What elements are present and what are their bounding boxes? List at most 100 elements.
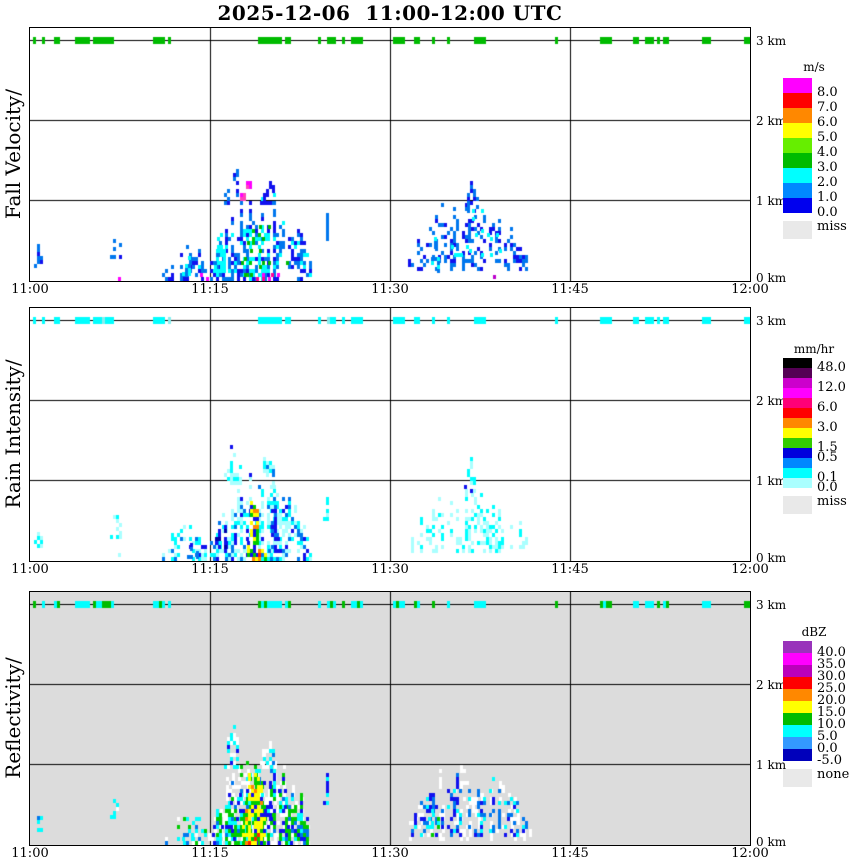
rain-intensity-legend-band	[783, 438, 812, 448]
time-tick-label: 11:15	[191, 846, 229, 861]
fall-velocity-heatmap	[30, 28, 750, 281]
height-tick-label: 2 km	[756, 678, 787, 692]
reflectivity-legend-band	[783, 749, 812, 761]
time-tick-label: 11:45	[551, 282, 589, 297]
reflectivity-legend-band	[783, 677, 812, 689]
fall-velocity-legend-value: 6.0	[817, 115, 838, 130]
reflectivity-legend-band	[783, 725, 812, 737]
fall-velocity-legend-value: 0.0	[817, 205, 838, 220]
rain-intensity-axis-label: Rain Intensity/	[1, 359, 25, 509]
height-tick-label: 0 km	[756, 835, 787, 849]
reflectivity-legend-value: 25.0	[817, 681, 846, 696]
reflectivity-legend-missing-label: none	[817, 767, 850, 782]
height-tick-label: 3 km	[756, 34, 787, 48]
rain-intensity-legend-value: 0.0	[817, 480, 838, 495]
rain-intensity-legend-value: 3.0	[817, 420, 838, 435]
time-tick-label: 11:45	[551, 562, 589, 577]
height-tick-label: 2 km	[756, 114, 787, 128]
time-tick-label: 12:00	[731, 846, 769, 861]
rain-intensity-legend-band	[783, 368, 812, 378]
fall-velocity-legend-value: 2.0	[817, 175, 838, 190]
rain-intensity-legend-band	[783, 358, 812, 368]
rain-intensity-legend-unit: mm/hr	[793, 342, 835, 356]
reflectivity-axis-label: Reflectivity/	[1, 657, 25, 779]
rain-intensity-legend-band	[783, 388, 812, 398]
rain-intensity-legend-value: 1.5	[817, 440, 838, 455]
reflectivity-panel	[29, 591, 751, 846]
reflectivity-legend-band	[783, 737, 812, 749]
fall-velocity-legend-band	[783, 153, 812, 168]
rain-intensity-legend-band	[783, 478, 812, 488]
reflectivity-legend-value: 30.0	[817, 669, 846, 684]
rain-intensity-legend-band	[783, 418, 812, 428]
rain-intensity-legend-band	[783, 428, 812, 438]
reflectivity-heatmap	[30, 592, 750, 845]
reflectivity-legend-value: 35.0	[817, 657, 846, 672]
reflectivity-legend-band	[783, 641, 812, 653]
rain-intensity-legend-band	[783, 398, 812, 408]
fall-velocity-panel	[29, 27, 751, 282]
reflectivity-legend-value: 5.0	[817, 729, 838, 744]
fall-velocity-legend-unit: m/s	[803, 60, 825, 74]
fall-velocity-legend-band	[783, 108, 812, 123]
page-title: 2025-12-06 11:00-12:00 UTC	[217, 1, 563, 25]
fall-velocity-legend-band	[783, 123, 812, 138]
height-tick-label: 0 km	[756, 551, 787, 565]
time-tick-label: 12:00	[731, 562, 769, 577]
reflectivity-legend-value: 20.0	[817, 693, 846, 708]
fall-velocity-legend-value: 4.0	[817, 145, 838, 160]
time-tick-label: 11:00	[11, 282, 49, 297]
rain-intensity-legend-band	[783, 448, 812, 458]
reflectivity-legend-band	[783, 713, 812, 725]
fall-velocity-legend-value: 8.0	[817, 85, 838, 100]
reflectivity-legend-value: 40.0	[817, 645, 846, 660]
fall-velocity-legend-band	[783, 168, 812, 183]
fall-velocity-axis-label: Fall Velocity/	[1, 88, 25, 220]
rain-intensity-legend-band	[783, 468, 812, 478]
fall-velocity-legend-value: 7.0	[817, 100, 838, 115]
time-tick-label: 11:00	[11, 562, 49, 577]
rain-intensity-legend-band	[783, 378, 812, 388]
rain-intensity-heatmap	[30, 308, 750, 561]
time-tick-label: 11:00	[11, 846, 49, 861]
fall-velocity-legend-missing-label: miss	[817, 219, 847, 234]
fall-velocity-legend-band	[783, 78, 812, 93]
reflectivity-legend-band	[783, 689, 812, 701]
rain-intensity-panel	[29, 307, 751, 562]
reflectivity-legend-band	[783, 665, 812, 677]
time-tick-label: 11:15	[191, 282, 229, 297]
height-tick-label: 3 km	[756, 314, 787, 328]
rain-intensity-legend-value: 48.0	[817, 360, 846, 375]
height-tick-label: 1 km	[756, 758, 787, 772]
fall-velocity-legend-missing-swatch	[783, 221, 812, 239]
time-tick-label: 11:30	[371, 562, 409, 577]
rain-intensity-legend-value: 0.1	[817, 470, 838, 485]
reflectivity-legend-value: 0.0	[817, 741, 838, 756]
fall-velocity-legend-value: 3.0	[817, 160, 838, 175]
time-tick-label: 11:30	[371, 282, 409, 297]
time-tick-label: 11:15	[191, 562, 229, 577]
rain-intensity-legend-missing-label: miss	[817, 494, 847, 509]
fall-velocity-legend-value: 1.0	[817, 190, 838, 205]
rain-intensity-legend-value: 12.0	[817, 380, 846, 395]
rain-intensity-legend-missing-swatch	[783, 496, 812, 514]
rain-intensity-legend-value: 6.0	[817, 400, 838, 415]
fall-velocity-legend-band	[783, 93, 812, 108]
reflectivity-legend-band	[783, 701, 812, 713]
reflectivity-legend-missing-swatch	[783, 769, 812, 787]
fall-velocity-legend-band	[783, 198, 812, 213]
reflectivity-legend-value: -5.0	[817, 753, 843, 768]
height-tick-label: 1 km	[756, 474, 787, 488]
height-tick-label: 1 km	[756, 194, 787, 208]
time-tick-label: 12:00	[731, 282, 769, 297]
fall-velocity-legend-band	[783, 183, 812, 198]
reflectivity-legend-unit: dBZ	[801, 625, 827, 639]
rain-intensity-legend-band	[783, 458, 812, 468]
height-tick-label: 0 km	[756, 271, 787, 285]
reflectivity-legend-value: 15.0	[817, 705, 846, 720]
time-tick-label: 11:45	[551, 846, 589, 861]
rain-intensity-legend-band	[783, 408, 812, 418]
reflectivity-legend-value: 10.0	[817, 717, 846, 732]
fall-velocity-legend-value: 5.0	[817, 130, 838, 145]
